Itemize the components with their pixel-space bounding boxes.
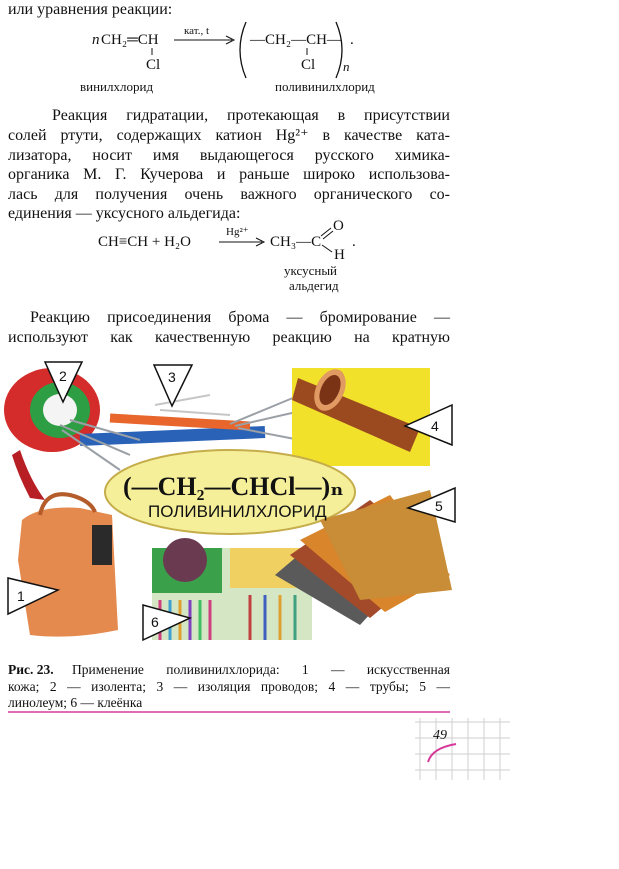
text-line: единения — уксусного альдегида: <box>8 205 241 222</box>
text-line: органика М. Г. Кучерова и раньше широко … <box>8 166 450 183</box>
product-name: поливинилхлорид <box>275 79 375 94</box>
catalyst: Hg²⁺ <box>226 226 249 238</box>
reactants: CH≡CH + H₂O <box>98 234 191 250</box>
callout-number: 5 <box>435 498 443 514</box>
text-line: Реакцию присоединения брома — бромирован… <box>30 309 450 326</box>
polymer-index: n <box>343 59 350 74</box>
product-name: уксусный <box>284 263 338 278</box>
coefficient: n <box>92 32 100 48</box>
reactant: CH₂═CH <box>101 32 159 48</box>
caption-line: кожа; 2 — изолента; 3 — изоляция проводо… <box>8 679 450 694</box>
callout-number: 2 <box>59 368 67 384</box>
product-substituent: Cl <box>301 57 316 73</box>
text-line: лизатора, носит имя выдающегося русского… <box>8 147 450 164</box>
callout-number: 4 <box>431 418 439 434</box>
text-line: солей ртути, содержащих катион Hg²⁺ в ка… <box>8 127 450 144</box>
reactant-substituent: Cl <box>146 57 161 73</box>
hydrogen: H <box>334 247 345 263</box>
caption-line: линолеум; 6 — клеёнка <box>8 695 143 710</box>
polymer-formula: (—CH₂—CHCl—)ₙ <box>123 472 344 501</box>
intro-text: или уравнения реакции: <box>8 1 173 18</box>
text-line: Реакция гидратации, протекающая в присут… <box>52 107 450 124</box>
caption-label: Рис. 23. <box>8 662 54 677</box>
text-line: лась для получения очень важного органич… <box>8 186 450 203</box>
polymer-name: ПОЛИВИНИЛХЛОРИД <box>148 502 327 521</box>
callout-number: 1 <box>17 588 25 604</box>
product: CH₃—C <box>270 234 322 250</box>
reactant-name: винилхлорид <box>80 79 154 94</box>
reaction-condition: кат., t <box>184 25 210 37</box>
callout-number: 3 <box>168 369 176 385</box>
product: —CH₂—CH— <box>250 32 342 48</box>
oxygen: O <box>333 218 344 234</box>
equation-end: . <box>352 234 356 250</box>
text-line: используют как качественную реакцию на к… <box>8 329 450 346</box>
product-name: альдегид <box>289 278 339 293</box>
callout-number: 6 <box>151 614 159 630</box>
equation-end: . <box>350 32 354 48</box>
page-number: 49 <box>433 728 447 743</box>
caption-line: Применение поливинилхлорида: 1 — искусст… <box>72 662 450 677</box>
